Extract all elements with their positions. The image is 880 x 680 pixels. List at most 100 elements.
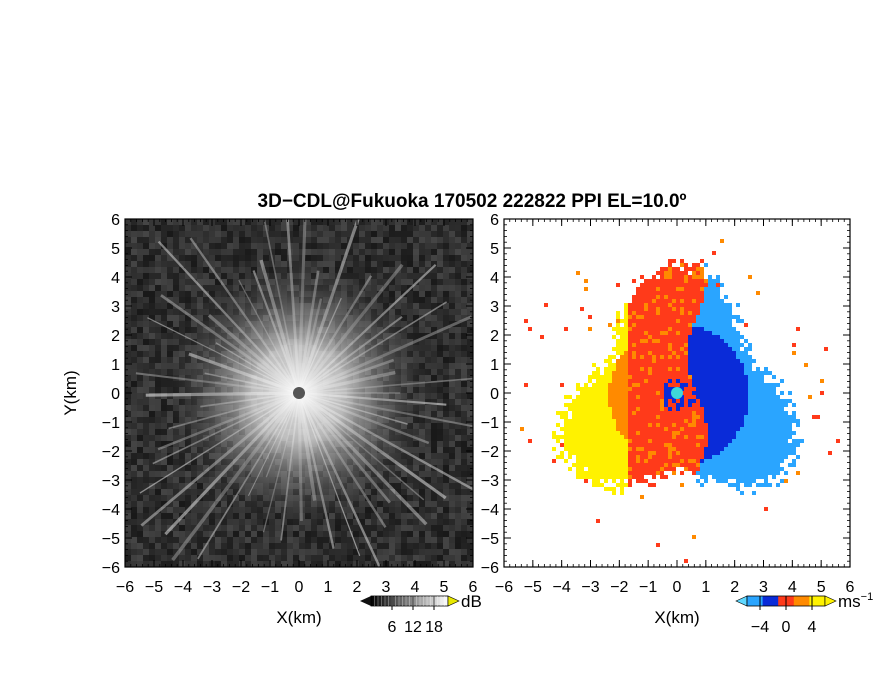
left-x-tick-label: −4 [174, 579, 192, 596]
left-noise-cell [413, 549, 419, 555]
left-noise-cell [125, 387, 131, 393]
right-velocity-cell [660, 299, 664, 303]
left-noise-cell [143, 369, 149, 375]
left-noise-cell [299, 549, 305, 555]
right-velocity-cell [664, 359, 668, 363]
right-velocity-cell [676, 303, 680, 307]
right-velocity-cell [684, 403, 688, 407]
left-noise-cell [425, 441, 431, 447]
right-velocity-cell [660, 279, 664, 283]
right-velocity-cell [656, 383, 660, 387]
left-noise-cell [359, 267, 365, 273]
left-noise-cell [461, 441, 467, 447]
right-velocity-cell [664, 395, 668, 399]
left-noise-cell [425, 231, 431, 237]
right-velocity-cell [752, 371, 756, 375]
left-noise-cell [443, 243, 449, 249]
left-noise-cell [467, 273, 473, 279]
left-noise-cell [389, 243, 395, 249]
right-velocity-cell [648, 339, 652, 343]
left-noise-cell [449, 531, 455, 537]
left-noise-cell [311, 525, 317, 531]
right-velocity-cell [664, 279, 668, 283]
right-velocity-cell [660, 403, 664, 407]
left-noise-cell [377, 555, 383, 561]
left-noise-cell [125, 405, 131, 411]
left-noise-cell [149, 219, 155, 225]
left-noise-cell [395, 519, 401, 525]
right-velocity-cell [728, 343, 732, 347]
left-noise-cell [467, 375, 473, 381]
left-noise-cell [365, 555, 371, 561]
right-velocity-cell [620, 367, 624, 371]
left-noise-cell [125, 333, 131, 339]
right-velocity-cell [628, 303, 632, 307]
left-noise-cell [299, 219, 305, 225]
right-velocity-cell [636, 319, 640, 323]
left-noise-cell [389, 489, 395, 495]
right-velocity-cell [744, 395, 748, 399]
right-velocity-cell [668, 355, 672, 359]
right-velocity-cell [756, 387, 760, 391]
left-noise-cell [185, 225, 191, 231]
right-velocity-cell [640, 359, 644, 363]
left-noise-cell [455, 297, 461, 303]
left-noise-cell [131, 267, 137, 273]
right-velocity-cell [720, 339, 724, 343]
right-velocity-cell [764, 383, 768, 387]
left-noise-cell [413, 543, 419, 549]
left-noise-cell [413, 303, 419, 309]
right-velocity-cell [616, 367, 620, 371]
left-noise-cell [221, 531, 227, 537]
left-noise-cell [167, 225, 173, 231]
left-noise-cell [377, 237, 383, 243]
left-noise-cell [389, 537, 395, 543]
left-noise-cell [359, 549, 365, 555]
left-noise-cell [137, 297, 143, 303]
left-noise-cell [449, 225, 455, 231]
left-noise-cell [179, 219, 185, 225]
right-velocity-cell [704, 363, 708, 367]
left-noise-cell [443, 393, 449, 399]
left-noise-cell [179, 465, 185, 471]
right-velocity-cell [704, 403, 708, 407]
left-noise-cell [461, 243, 467, 249]
left-noise-cell [233, 549, 239, 555]
left-noise-cell [407, 483, 413, 489]
left-noise-cell [353, 249, 359, 255]
right-velocity-cell [648, 351, 652, 355]
right-velocity-cell [792, 343, 796, 347]
right-velocity-cell [696, 375, 700, 379]
left-noise-cell [161, 549, 167, 555]
right-velocity-cell [688, 403, 692, 407]
left-noise-cell [437, 459, 443, 465]
left-noise-cell [371, 267, 377, 273]
right-velocity-cell [708, 395, 712, 399]
right-velocity-cell [652, 367, 656, 371]
left-noise-cell [263, 219, 269, 225]
left-noise-cell [197, 291, 203, 297]
left-noise-cell [185, 531, 191, 537]
left-noise-cell [149, 555, 155, 561]
right-velocity-cell [640, 311, 644, 315]
left-noise-cell [461, 537, 467, 543]
left-noise-cell [395, 543, 401, 549]
left-noise-cell [209, 249, 215, 255]
right-velocity-cell [776, 399, 780, 403]
left-noise-cell [149, 273, 155, 279]
left-noise-cell [401, 549, 407, 555]
left-noise-cell [173, 327, 179, 333]
right-velocity-cell [696, 323, 700, 327]
left-noise-cell [455, 435, 461, 441]
left-noise-cell [431, 237, 437, 243]
right-velocity-cell [632, 391, 636, 395]
right-velocity-cell [656, 367, 660, 371]
right-velocity-cell [732, 391, 736, 395]
left-noise-cell [137, 357, 143, 363]
right-velocity-cell [664, 283, 668, 287]
left-noise-cell [137, 561, 143, 567]
left-noise-cell [443, 321, 449, 327]
left-noise-cell [437, 291, 443, 297]
left-noise-cell [191, 555, 197, 561]
left-noise-cell [419, 561, 425, 567]
